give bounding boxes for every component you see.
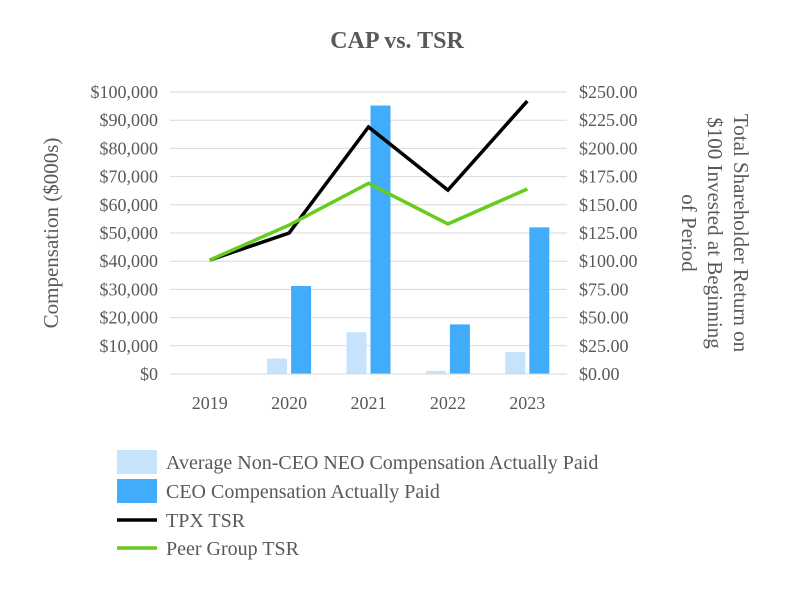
left-tick-label: $40,000 <box>100 251 159 271</box>
right-axis-title-line: of Period <box>677 194 701 272</box>
bar-neo-cap <box>346 332 367 374</box>
bar-neo-cap <box>425 370 446 374</box>
legend-label: Peer Group TSR <box>166 538 300 560</box>
left-tick-label: $10,000 <box>100 336 159 356</box>
right-tick-label: $200.00 <box>579 138 638 158</box>
x-tick-label: 2019 <box>192 393 228 413</box>
left-tick-label: $20,000 <box>100 308 159 328</box>
right-axis-title: Total Shareholder Return on$100 Invested… <box>677 114 753 353</box>
x-tick-label: 2020 <box>271 393 307 413</box>
right-tick-label: $125.00 <box>579 223 638 243</box>
right-axis-title-line: Total Shareholder Return on <box>729 114 753 353</box>
right-axis-title-line: $100 Invested at Beginning <box>703 117 727 349</box>
right-tick-label: $250.00 <box>579 82 638 102</box>
left-axis-ticks: $0 $10,000 $20,000 $30,000 $40,000 $50,000 $60… <box>91 82 159 384</box>
legend-swatch <box>117 450 157 474</box>
gridlines <box>170 91 567 347</box>
bar-ceo-cap <box>529 227 550 374</box>
bar-ceo-cap <box>370 105 391 374</box>
legend-label: CEO Compensation Actually Paid <box>166 481 440 503</box>
left-tick-label: $30,000 <box>100 279 159 299</box>
legend-label: Average Non-CEO NEO Compensation Actuall… <box>166 452 598 474</box>
right-tick-label: $225.00 <box>579 110 638 130</box>
x-tick-label: 2021 <box>351 393 387 413</box>
bar-ceo-cap <box>449 324 470 374</box>
left-tick-label: $0 <box>140 364 158 384</box>
left-tick-label: $70,000 <box>100 167 159 187</box>
chart-title: CAP vs. TSR <box>330 28 464 54</box>
peer-group-tsr-line <box>208 181 529 262</box>
legend: Average Non-CEO NEO Compensation Actuall… <box>117 450 598 560</box>
legend-label: TPX TSR <box>166 510 246 532</box>
right-axis-ticks: $0.00 $25.00 $50.00 $75.00 $100.00 $125.00 $15… <box>579 82 638 384</box>
right-tick-label: $25.00 <box>579 336 629 356</box>
line-series <box>208 99 529 262</box>
right-tick-label: $100.00 <box>579 251 638 271</box>
x-axis-ticks: 2019 2020 2021 2022 2023 <box>192 393 546 413</box>
left-tick-label: $50,000 <box>100 223 159 243</box>
right-tick-label: $0.00 <box>579 364 620 384</box>
left-tick-label: $80,000 <box>100 138 159 158</box>
bar-series <box>267 105 550 374</box>
right-tick-label: $175.00 <box>579 167 638 187</box>
right-tick-label: $50.00 <box>579 308 629 328</box>
tpx-tsr-line <box>209 99 529 262</box>
left-axis-title: Compensation ($000s) <box>39 138 63 329</box>
left-tick-label: $90,000 <box>100 110 159 130</box>
bar-ceo-cap <box>291 286 312 374</box>
left-tick-label: $60,000 <box>100 195 159 215</box>
x-tick-label: 2022 <box>430 393 466 413</box>
bar-neo-cap <box>505 352 526 374</box>
legend-swatch <box>117 479 157 503</box>
right-tick-label: $75.00 <box>579 279 629 299</box>
bar-neo-cap <box>267 358 288 374</box>
right-tick-label: $150.00 <box>579 195 638 215</box>
x-tick-label: 2023 <box>509 393 545 413</box>
left-tick-label: $100,000 <box>91 82 159 102</box>
